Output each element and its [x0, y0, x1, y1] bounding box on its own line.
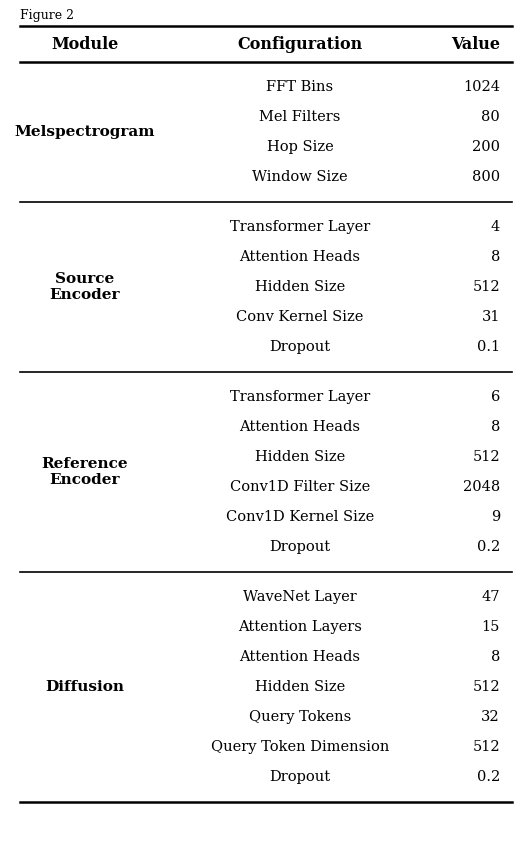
- Text: Transformer Layer: Transformer Layer: [230, 390, 370, 404]
- Text: 512: 512: [472, 280, 500, 294]
- Text: Conv Kernel Size: Conv Kernel Size: [236, 310, 364, 324]
- Text: Attention Heads: Attention Heads: [239, 250, 361, 264]
- Text: Dropout: Dropout: [269, 540, 330, 554]
- Text: Configuration: Configuration: [237, 35, 363, 52]
- Text: Conv1D Filter Size: Conv1D Filter Size: [230, 480, 370, 494]
- Text: Attention Layers: Attention Layers: [238, 620, 362, 634]
- Text: Query Token Dimension: Query Token Dimension: [211, 740, 389, 754]
- Text: Hop Size: Hop Size: [267, 140, 334, 154]
- Text: Dropout: Dropout: [269, 340, 330, 354]
- Text: Hidden Size: Hidden Size: [255, 280, 345, 294]
- Text: 1024: 1024: [463, 80, 500, 94]
- Text: 32: 32: [481, 710, 500, 724]
- Text: Window Size: Window Size: [252, 170, 348, 184]
- Text: 200: 200: [472, 140, 500, 154]
- Text: 4: 4: [491, 220, 500, 234]
- Text: 9: 9: [491, 510, 500, 524]
- Text: Value: Value: [451, 35, 500, 52]
- Text: Query Tokens: Query Tokens: [249, 710, 351, 724]
- Text: Conv1D Kernel Size: Conv1D Kernel Size: [226, 510, 374, 524]
- Text: Dropout: Dropout: [269, 770, 330, 784]
- Text: 512: 512: [472, 740, 500, 754]
- Text: 0.1: 0.1: [477, 340, 500, 354]
- Text: 2048: 2048: [463, 480, 500, 494]
- Text: Hidden Size: Hidden Size: [255, 450, 345, 464]
- Text: 15: 15: [481, 620, 500, 634]
- Text: Attention Heads: Attention Heads: [239, 420, 361, 434]
- Text: Source
Encoder: Source Encoder: [50, 272, 120, 302]
- Text: 6: 6: [491, 390, 500, 404]
- Text: 800: 800: [472, 170, 500, 184]
- Text: 0.2: 0.2: [477, 770, 500, 784]
- Text: 8: 8: [491, 650, 500, 664]
- Text: Mel Filters: Mel Filters: [259, 110, 340, 124]
- Text: Transformer Layer: Transformer Layer: [230, 220, 370, 234]
- Text: Diffusion: Diffusion: [46, 680, 124, 694]
- Text: 31: 31: [481, 310, 500, 324]
- Text: Figure 2: Figure 2: [20, 9, 74, 22]
- Text: WaveNet Layer: WaveNet Layer: [243, 590, 357, 604]
- Text: 512: 512: [472, 450, 500, 464]
- Text: Reference
Encoder: Reference Encoder: [41, 457, 128, 487]
- Text: FFT Bins: FFT Bins: [267, 80, 334, 94]
- Text: 8: 8: [491, 250, 500, 264]
- Text: 80: 80: [481, 110, 500, 124]
- Text: 0.2: 0.2: [477, 540, 500, 554]
- Text: Module: Module: [52, 35, 119, 52]
- Text: Hidden Size: Hidden Size: [255, 680, 345, 694]
- Text: Melspectrogram: Melspectrogram: [15, 125, 155, 139]
- Text: 512: 512: [472, 680, 500, 694]
- Text: Attention Heads: Attention Heads: [239, 650, 361, 664]
- Text: 47: 47: [481, 590, 500, 604]
- Text: 8: 8: [491, 420, 500, 434]
